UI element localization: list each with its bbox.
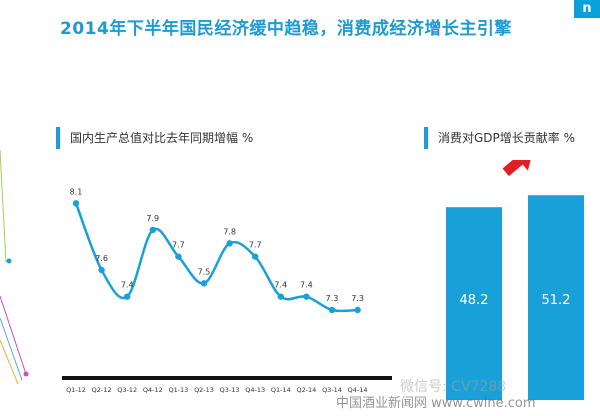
data-label: 7.5: [198, 267, 211, 276]
bar: [528, 195, 584, 400]
data-point: [124, 293, 131, 300]
x-tick-label: Q2-14: [296, 386, 316, 394]
site-watermark: 中国酒业新闻网 www.cwine.com: [336, 396, 536, 411]
data-point: [72, 200, 80, 207]
wechat-watermark: 微信号: CV7288: [400, 379, 507, 395]
bar-value-label: 51.2: [542, 293, 571, 308]
data-label: 7.7: [172, 241, 185, 250]
data-point: [328, 306, 336, 314]
data-label: 8.1: [70, 187, 83, 196]
consumption-contribution-bar-chart: 48.2 51.2: [446, 160, 584, 400]
x-tick-label: Q3-12: [117, 386, 137, 394]
gdp-growth-line-chart: 8.1 7.6 7.4 7.9 7.7 7.5 7.8 7.7 7.4 7.4 7.3 7.3 Q1-1…: [62, 187, 392, 394]
gdp-growth-chart-title: 国内生产总值对比去年同期增幅 %: [56, 127, 253, 149]
trend-up-arrow-icon: [502, 160, 534, 177]
data-point: [252, 253, 259, 260]
data-label: 7.7: [249, 241, 262, 250]
x-tick-label: Q4-12: [143, 386, 163, 394]
data-point: [354, 306, 361, 314]
gdp-growth-line: [74, 202, 358, 313]
x-tick-label: Q3-13: [220, 386, 240, 394]
x-tick-label: Q1-13: [168, 386, 188, 394]
data-point: [226, 240, 233, 247]
data-point: [98, 266, 105, 274]
data-label: 7.4: [121, 281, 134, 290]
decorative-lines: [0, 149, 29, 385]
brand-logo: n: [574, 0, 600, 18]
x-tick-label: Q2-13: [194, 386, 214, 394]
data-label: 7.4: [300, 281, 313, 290]
bar-value-label: 48.2: [460, 293, 489, 308]
data-point: [149, 226, 156, 234]
x-tick-label: Q1-14: [271, 386, 291, 394]
data-label: 7.3: [351, 294, 364, 303]
data-label: 7.3: [326, 294, 339, 303]
data-label: 7.9: [146, 214, 159, 223]
data-point: [200, 280, 208, 287]
data-point: [303, 293, 310, 300]
data-point: [175, 253, 182, 260]
x-tick-label: Q3-14: [322, 386, 342, 394]
x-tick-label: Q2-12: [92, 386, 112, 394]
bar: [446, 207, 502, 400]
page-title: 2014年下半年国民经济缓中趋稳，消费成经济增长主引擎: [60, 19, 512, 39]
data-label: 7.6: [95, 254, 108, 263]
consumption-contribution-chart-title: 消费对GDP增长贡献率 %: [424, 127, 575, 149]
x-tick-label: Q4-14: [348, 386, 368, 394]
x-tick-label: Q1-12: [66, 386, 86, 394]
data-label: 7.8: [223, 227, 236, 236]
x-axis: [62, 376, 392, 380]
x-tick-label: Q4-13: [245, 386, 265, 394]
data-point: [277, 293, 284, 300]
data-label: 7.4: [274, 281, 287, 290]
